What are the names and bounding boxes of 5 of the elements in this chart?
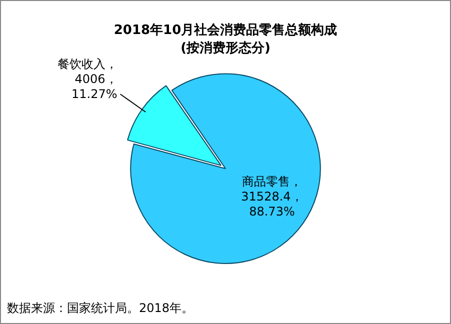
- slice-label: 商品零售，31528.4，88.73%: [241, 174, 303, 218]
- source-note: 数据来源：国家统计局。2018年。: [7, 300, 194, 317]
- chart-title: 2018年10月社会消费品零售总额构成: [114, 22, 338, 38]
- slice-label: 餐饮收入，4006，11.27%: [57, 57, 118, 102]
- chart-subtitle: (按消费形态分): [180, 40, 270, 56]
